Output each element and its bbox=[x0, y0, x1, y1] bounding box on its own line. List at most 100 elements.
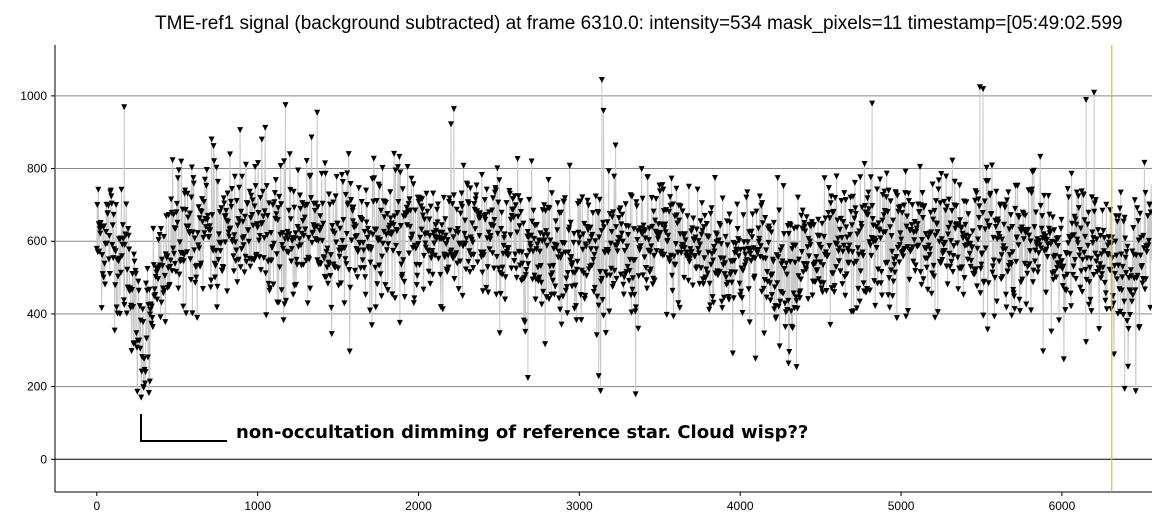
data-point bbox=[470, 251, 477, 258]
data-point bbox=[481, 197, 488, 204]
data-point bbox=[215, 256, 222, 263]
data-point bbox=[640, 272, 647, 279]
data-point bbox=[976, 84, 983, 91]
data-point bbox=[545, 296, 552, 303]
data-point bbox=[916, 208, 923, 215]
data-point bbox=[187, 256, 194, 263]
data-point bbox=[1008, 312, 1015, 319]
data-point bbox=[1055, 235, 1062, 242]
data-point bbox=[865, 189, 872, 196]
data-point bbox=[442, 232, 449, 239]
data-point bbox=[605, 168, 612, 175]
data-point bbox=[392, 167, 399, 174]
data-point bbox=[575, 229, 582, 236]
data-point bbox=[537, 230, 544, 237]
data-point bbox=[251, 257, 258, 264]
data-point bbox=[199, 286, 206, 293]
data-point bbox=[644, 174, 651, 181]
data-point bbox=[1040, 348, 1047, 355]
data-point bbox=[1031, 224, 1038, 231]
data-point bbox=[924, 286, 931, 293]
data-point bbox=[794, 305, 801, 312]
data-point bbox=[224, 288, 231, 295]
data-point bbox=[1035, 264, 1042, 271]
data-point bbox=[724, 279, 731, 286]
data-point bbox=[368, 322, 375, 329]
data-point bbox=[739, 310, 746, 317]
data-point bbox=[743, 257, 750, 264]
data-point bbox=[444, 268, 451, 275]
data-point bbox=[831, 283, 838, 290]
data-point bbox=[867, 242, 874, 249]
data-point bbox=[1062, 307, 1069, 314]
data-point bbox=[182, 206, 189, 213]
data-point bbox=[339, 178, 346, 185]
data-point bbox=[651, 252, 658, 259]
data-point bbox=[637, 225, 644, 232]
data-point bbox=[373, 198, 380, 205]
data-point bbox=[457, 210, 464, 217]
data-point bbox=[838, 235, 845, 242]
data-point bbox=[365, 225, 372, 232]
data-point bbox=[834, 241, 841, 248]
data-point bbox=[300, 261, 307, 268]
data-point bbox=[1001, 204, 1008, 211]
data-point bbox=[797, 276, 804, 283]
data-point bbox=[903, 223, 910, 230]
data-point bbox=[348, 197, 355, 204]
data-point bbox=[592, 238, 599, 245]
data-point bbox=[491, 216, 498, 223]
data-point bbox=[972, 197, 979, 204]
data-point bbox=[97, 219, 104, 226]
data-point bbox=[975, 196, 982, 203]
data-point bbox=[135, 278, 142, 285]
data-point bbox=[598, 77, 605, 84]
data-point bbox=[747, 247, 754, 254]
data-point bbox=[1140, 232, 1147, 239]
data-point bbox=[1102, 297, 1109, 304]
data-point bbox=[989, 263, 996, 270]
data-point bbox=[406, 223, 413, 230]
data-point bbox=[629, 286, 636, 293]
data-point bbox=[948, 208, 955, 215]
data-point bbox=[255, 237, 262, 244]
data-point bbox=[814, 267, 821, 274]
data-point bbox=[1099, 207, 1106, 214]
data-point bbox=[759, 220, 766, 227]
data-point bbox=[729, 350, 736, 357]
data-point bbox=[640, 222, 647, 229]
data-point bbox=[648, 243, 655, 250]
data-point bbox=[254, 221, 261, 228]
data-point bbox=[952, 225, 959, 232]
data-point bbox=[735, 253, 742, 260]
data-point bbox=[346, 348, 353, 355]
data-point bbox=[485, 229, 492, 236]
data-point bbox=[307, 172, 314, 179]
data-point bbox=[977, 265, 984, 272]
data-point bbox=[992, 224, 999, 231]
chart-title: TME-ref1 signal (background subtracted) … bbox=[155, 13, 1123, 34]
data-point bbox=[321, 255, 328, 262]
data-point bbox=[1045, 192, 1052, 199]
data-point bbox=[341, 300, 348, 307]
data-point bbox=[118, 253, 125, 260]
data-point bbox=[221, 200, 228, 207]
data-point bbox=[341, 244, 348, 251]
data-point bbox=[1102, 290, 1109, 297]
data-point bbox=[957, 217, 964, 224]
data-point bbox=[921, 203, 928, 210]
data-point bbox=[905, 190, 912, 197]
data-point bbox=[793, 364, 800, 371]
data-point bbox=[1002, 291, 1009, 298]
data-point bbox=[556, 295, 563, 302]
data-point bbox=[1060, 356, 1067, 363]
data-point bbox=[606, 210, 613, 217]
data-point bbox=[348, 237, 355, 244]
data-point bbox=[419, 206, 426, 213]
data-point bbox=[748, 228, 755, 235]
data-point bbox=[808, 219, 815, 226]
data-point bbox=[717, 222, 724, 229]
data-point bbox=[985, 280, 992, 287]
data-point bbox=[906, 276, 913, 283]
data-point bbox=[324, 280, 331, 287]
